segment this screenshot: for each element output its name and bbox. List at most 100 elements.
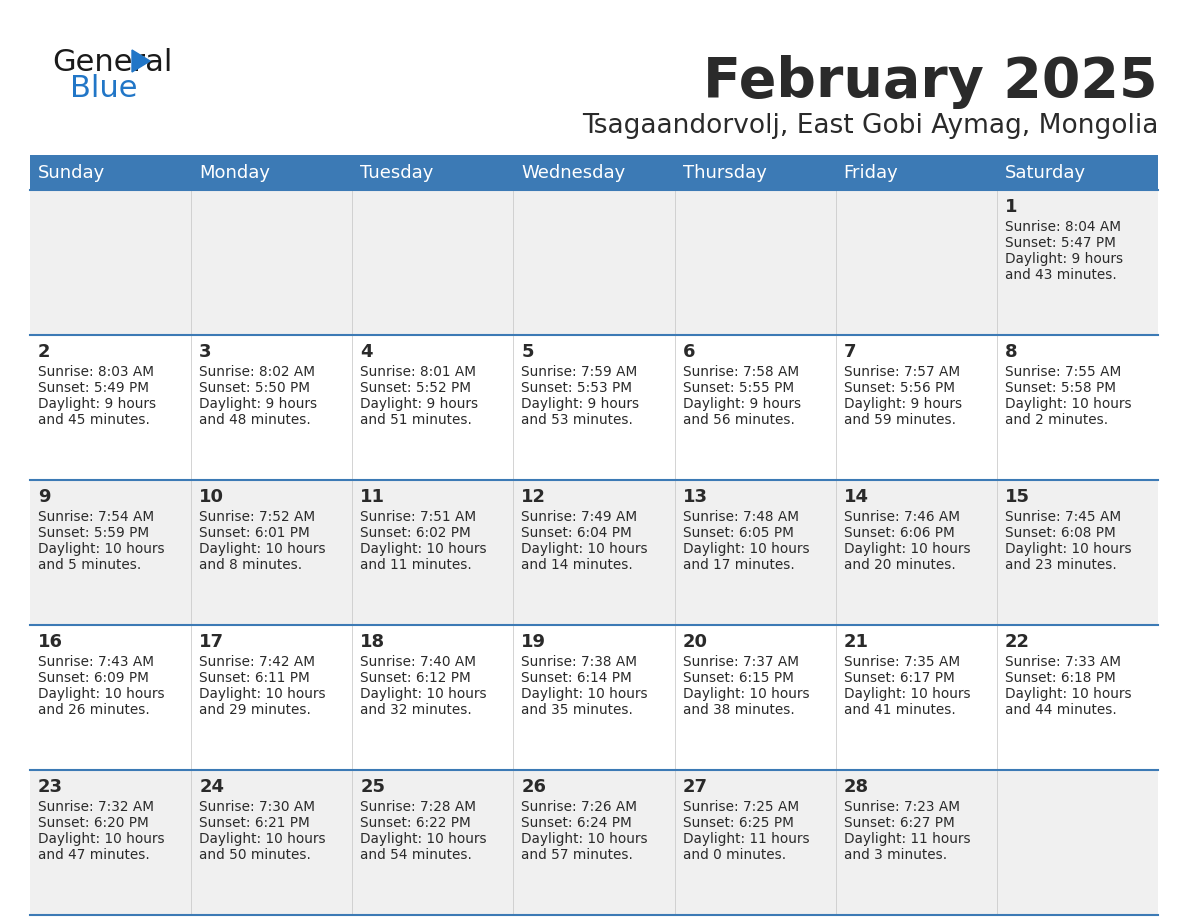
Text: Sunset: 5:47 PM: Sunset: 5:47 PM	[1005, 236, 1116, 250]
Text: 27: 27	[683, 778, 708, 796]
Text: Daylight: 10 hours: Daylight: 10 hours	[683, 687, 809, 701]
Text: and 47 minutes.: and 47 minutes.	[38, 848, 150, 862]
Text: Sunrise: 7:51 AM: Sunrise: 7:51 AM	[360, 510, 476, 524]
Text: Daylight: 10 hours: Daylight: 10 hours	[200, 832, 326, 846]
Text: 10: 10	[200, 488, 225, 506]
Text: and 35 minutes.: and 35 minutes.	[522, 703, 633, 717]
Text: Daylight: 10 hours: Daylight: 10 hours	[522, 542, 647, 556]
Text: 19: 19	[522, 633, 546, 651]
Text: 22: 22	[1005, 633, 1030, 651]
Text: 20: 20	[683, 633, 708, 651]
Text: 18: 18	[360, 633, 385, 651]
Text: and 53 minutes.: and 53 minutes.	[522, 413, 633, 427]
Text: Sunrise: 7:52 AM: Sunrise: 7:52 AM	[200, 510, 315, 524]
Text: Sunset: 5:56 PM: Sunset: 5:56 PM	[843, 381, 955, 395]
Text: Sunset: 6:05 PM: Sunset: 6:05 PM	[683, 526, 794, 540]
Text: 7: 7	[843, 343, 857, 361]
Text: and 56 minutes.: and 56 minutes.	[683, 413, 795, 427]
Text: 2: 2	[38, 343, 51, 361]
Text: and 59 minutes.: and 59 minutes.	[843, 413, 955, 427]
Text: Daylight: 10 hours: Daylight: 10 hours	[360, 542, 487, 556]
Text: and 3 minutes.: and 3 minutes.	[843, 848, 947, 862]
Text: and 2 minutes.: and 2 minutes.	[1005, 413, 1108, 427]
Text: Sunrise: 7:57 AM: Sunrise: 7:57 AM	[843, 365, 960, 379]
Text: Sunrise: 8:03 AM: Sunrise: 8:03 AM	[38, 365, 154, 379]
Text: Daylight: 9 hours: Daylight: 9 hours	[1005, 252, 1123, 266]
Text: Sunrise: 8:04 AM: Sunrise: 8:04 AM	[1005, 220, 1120, 234]
Text: and 48 minutes.: and 48 minutes.	[200, 413, 311, 427]
Text: Sunrise: 7:35 AM: Sunrise: 7:35 AM	[843, 655, 960, 669]
Text: 6: 6	[683, 343, 695, 361]
Text: 24: 24	[200, 778, 225, 796]
Text: and 0 minutes.: and 0 minutes.	[683, 848, 785, 862]
Text: 9: 9	[38, 488, 51, 506]
Text: Sunrise: 7:23 AM: Sunrise: 7:23 AM	[843, 800, 960, 814]
Text: Sunrise: 7:58 AM: Sunrise: 7:58 AM	[683, 365, 798, 379]
Text: 15: 15	[1005, 488, 1030, 506]
Text: Sunrise: 7:25 AM: Sunrise: 7:25 AM	[683, 800, 798, 814]
Text: 13: 13	[683, 488, 708, 506]
Text: Daylight: 10 hours: Daylight: 10 hours	[1005, 687, 1131, 701]
Text: 26: 26	[522, 778, 546, 796]
Text: 3: 3	[200, 343, 211, 361]
Text: and 57 minutes.: and 57 minutes.	[522, 848, 633, 862]
Text: Daylight: 9 hours: Daylight: 9 hours	[843, 397, 962, 411]
Text: Daylight: 9 hours: Daylight: 9 hours	[522, 397, 639, 411]
Text: Daylight: 10 hours: Daylight: 10 hours	[1005, 542, 1131, 556]
Text: Sunset: 6:02 PM: Sunset: 6:02 PM	[360, 526, 470, 540]
Text: and 23 minutes.: and 23 minutes.	[1005, 558, 1117, 572]
Text: Sunset: 6:06 PM: Sunset: 6:06 PM	[843, 526, 954, 540]
Text: Sunday: Sunday	[38, 163, 106, 182]
Text: Sunrise: 7:55 AM: Sunrise: 7:55 AM	[1005, 365, 1121, 379]
Text: and 17 minutes.: and 17 minutes.	[683, 558, 795, 572]
Text: and 32 minutes.: and 32 minutes.	[360, 703, 472, 717]
Text: Daylight: 10 hours: Daylight: 10 hours	[843, 542, 971, 556]
Text: Daylight: 10 hours: Daylight: 10 hours	[200, 542, 326, 556]
Text: and 50 minutes.: and 50 minutes.	[200, 848, 311, 862]
Text: Sunset: 6:12 PM: Sunset: 6:12 PM	[360, 671, 470, 685]
Text: Sunset: 6:25 PM: Sunset: 6:25 PM	[683, 816, 794, 830]
Text: 16: 16	[38, 633, 63, 651]
Text: Sunset: 6:18 PM: Sunset: 6:18 PM	[1005, 671, 1116, 685]
Text: and 41 minutes.: and 41 minutes.	[843, 703, 955, 717]
Text: Thursday: Thursday	[683, 163, 766, 182]
Text: Sunrise: 7:37 AM: Sunrise: 7:37 AM	[683, 655, 798, 669]
Text: Daylight: 9 hours: Daylight: 9 hours	[200, 397, 317, 411]
Text: 5: 5	[522, 343, 533, 361]
Text: Daylight: 10 hours: Daylight: 10 hours	[360, 687, 487, 701]
Text: Daylight: 9 hours: Daylight: 9 hours	[683, 397, 801, 411]
Text: Sunset: 6:15 PM: Sunset: 6:15 PM	[683, 671, 794, 685]
Bar	[30, 770, 1158, 915]
Text: Sunset: 5:50 PM: Sunset: 5:50 PM	[200, 381, 310, 395]
Text: Daylight: 9 hours: Daylight: 9 hours	[38, 397, 156, 411]
Text: Daylight: 10 hours: Daylight: 10 hours	[1005, 397, 1131, 411]
Text: February 2025: February 2025	[703, 55, 1158, 109]
Bar	[30, 625, 1158, 770]
Text: Sunset: 6:08 PM: Sunset: 6:08 PM	[1005, 526, 1116, 540]
Text: and 51 minutes.: and 51 minutes.	[360, 413, 472, 427]
Text: Sunset: 6:11 PM: Sunset: 6:11 PM	[200, 671, 310, 685]
Bar	[30, 480, 1158, 625]
Polygon shape	[132, 50, 150, 72]
Text: Daylight: 10 hours: Daylight: 10 hours	[38, 687, 165, 701]
Text: General: General	[52, 48, 172, 77]
Text: Sunrise: 7:54 AM: Sunrise: 7:54 AM	[38, 510, 154, 524]
Text: and 44 minutes.: and 44 minutes.	[1005, 703, 1117, 717]
Text: Daylight: 10 hours: Daylight: 10 hours	[200, 687, 326, 701]
Text: Sunrise: 7:59 AM: Sunrise: 7:59 AM	[522, 365, 638, 379]
Text: Wednesday: Wednesday	[522, 163, 626, 182]
Text: and 38 minutes.: and 38 minutes.	[683, 703, 795, 717]
Text: Sunrise: 7:45 AM: Sunrise: 7:45 AM	[1005, 510, 1121, 524]
Text: 11: 11	[360, 488, 385, 506]
Text: Sunrise: 7:49 AM: Sunrise: 7:49 AM	[522, 510, 638, 524]
Text: Daylight: 10 hours: Daylight: 10 hours	[683, 542, 809, 556]
Text: Sunset: 6:22 PM: Sunset: 6:22 PM	[360, 816, 470, 830]
Bar	[30, 155, 1158, 190]
Text: and 45 minutes.: and 45 minutes.	[38, 413, 150, 427]
Text: Sunset: 6:17 PM: Sunset: 6:17 PM	[843, 671, 954, 685]
Text: 21: 21	[843, 633, 868, 651]
Text: Sunset: 6:24 PM: Sunset: 6:24 PM	[522, 816, 632, 830]
Text: Sunrise: 8:01 AM: Sunrise: 8:01 AM	[360, 365, 476, 379]
Text: Daylight: 10 hours: Daylight: 10 hours	[522, 832, 647, 846]
Text: Sunset: 6:04 PM: Sunset: 6:04 PM	[522, 526, 632, 540]
